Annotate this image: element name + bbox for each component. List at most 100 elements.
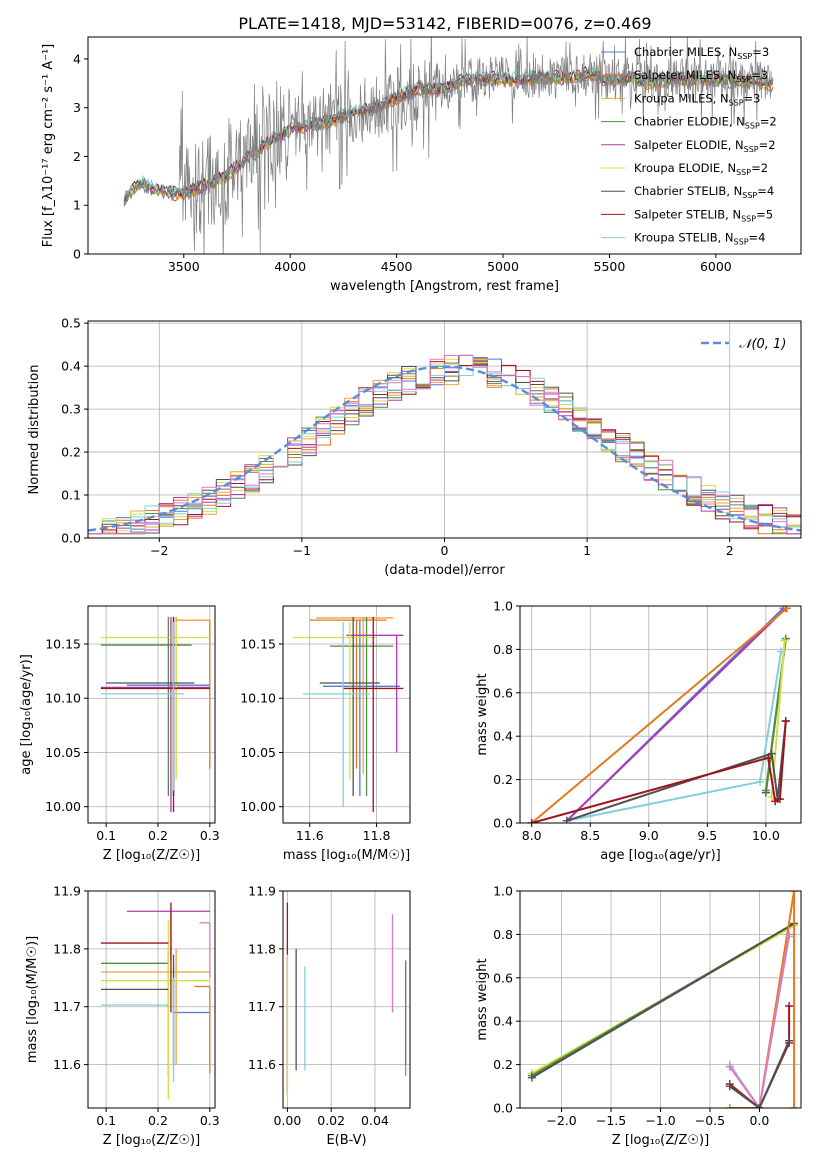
- legend-label-end: =2: [759, 138, 776, 152]
- legend-label: Kroupa MILES, NSSP=3: [634, 91, 760, 107]
- x-tick-label: −2: [150, 543, 168, 558]
- plot-area: [527, 606, 791, 823]
- data-point: [100, 622, 184, 791]
- y-tick-label: 0.4: [61, 359, 81, 374]
- legend-label-text: Kroupa ELODIE, N: [634, 161, 736, 175]
- legend-label-sub: SSP: [737, 52, 752, 61]
- y-tick-label: 11.8: [248, 941, 276, 956]
- x-tick-label: 8.0: [522, 828, 542, 843]
- y-tick-label: 11.9: [248, 884, 276, 899]
- data-point: [100, 919, 210, 1100]
- weight-line: [728, 934, 791, 1108]
- y-tick-label: 0.6: [493, 970, 513, 985]
- legend-label-end: =5: [756, 207, 773, 221]
- data-point: [293, 622, 377, 780]
- plus-marker: [785, 930, 794, 939]
- axes-frame: [519, 890, 802, 1109]
- x-tick-label: 1: [583, 543, 591, 558]
- y-axis-label: Normed distribution: [27, 365, 42, 495]
- y-tick-label: 1.0: [493, 884, 513, 899]
- y-tick-label: 10.15: [45, 636, 81, 651]
- data-point: [100, 622, 210, 780]
- y-tick-label: 2: [73, 149, 81, 164]
- y-tick-label: 0.8: [493, 927, 513, 942]
- legend-label-text: Chabrier ELODIE, N: [634, 115, 745, 129]
- x-tick-label: −1: [293, 543, 311, 558]
- x-tick-label: 0.3: [200, 1113, 220, 1128]
- legend-label-sub: SSP: [734, 238, 749, 247]
- x-tick-label: 0.0: [749, 1113, 769, 1128]
- y-axis-label: mass weight: [475, 673, 490, 755]
- y-tick-label: 0.2: [493, 772, 513, 787]
- y-tick-label: 0.4: [493, 729, 513, 744]
- y-tick-label: 0.8: [493, 642, 513, 657]
- y-tick-label: 11.6: [248, 1057, 276, 1072]
- y-tick-label: 0.0: [493, 816, 513, 831]
- y-tick-label: 0.1: [61, 488, 81, 503]
- plus-marker: [767, 749, 776, 758]
- x-axis-label: Z [log₁₀(Z/Z☉)]: [103, 1133, 200, 1148]
- x-tick-label: 0.1: [96, 1113, 116, 1128]
- legend-label: Salpeter ELODIE, NSSP=2: [634, 138, 776, 154]
- legend-label: Chabrier MILES, NSSP=3: [634, 45, 769, 61]
- y-tick-label: 11.7: [248, 999, 276, 1014]
- legend-label-end: =4: [757, 184, 774, 198]
- legend-label-end: =3: [752, 45, 769, 59]
- panel-residuals: −2 −1 0 1 2 0.0 0.1 0.2 0.3 0.4 0.5 (data-model)/er…: [27, 316, 802, 578]
- plus-marker: [782, 606, 791, 613]
- plus-marker: [527, 1073, 536, 1082]
- residual-histogram: [88, 363, 801, 535]
- x-tick-label: 9.5: [697, 828, 717, 843]
- legend-label: Salpeter MILES, NSSP=3: [634, 68, 768, 84]
- plus-marker: [790, 891, 799, 895]
- data-point: [316, 617, 394, 775]
- legend-label-sub: SSP: [742, 191, 757, 200]
- y-tick-label: 11.6: [53, 1057, 81, 1072]
- x-tick-label: 4000: [274, 259, 306, 274]
- axes-frame: [282, 890, 411, 1109]
- figure-title: PLATE=1418, MJD=53142, FIBERID=0076, z=0…: [238, 14, 651, 33]
- axes-frame: [87, 605, 216, 824]
- panel-age_vs_mass: 11.6 11.8 10.00 10.05 10.10 10.15 mass [log₁₀(…: [240, 605, 411, 863]
- y-tick-label: 10.00: [240, 799, 276, 814]
- y-axis-label: mass [log₁₀(M/M☉)]: [25, 936, 40, 1063]
- data-point: [194, 985, 211, 1074]
- plus-marker: [756, 777, 765, 786]
- y-tick-label: 0.2: [493, 1057, 513, 1072]
- axes-frame: [87, 36, 802, 255]
- plus-marker: [761, 786, 770, 795]
- plus-marker: [781, 717, 790, 726]
- y-tick-label: 10.15: [240, 636, 276, 651]
- y-tick-label: 10.10: [45, 691, 81, 706]
- x-tick-label: 0.1: [96, 828, 116, 843]
- gaussian-curve: [88, 365, 801, 532]
- plus-marker: [775, 795, 784, 804]
- panel-mass_vs_ebv: 0.00 0.02 0.04 11.6 11.7 11.8 11.9 E(B-V): [248, 884, 411, 1148]
- y-tick-label: 1.0: [493, 599, 513, 614]
- legend-label-sub: SSP: [736, 75, 751, 84]
- plot-area: [100, 902, 211, 1100]
- legend-label: 𝒩(0, 1): [739, 337, 786, 352]
- legend-label-sub: SSP: [744, 145, 759, 154]
- data-point: [100, 948, 210, 1065]
- y-tick-label: 0.0: [493, 1101, 513, 1116]
- x-tick-label: 0.00: [273, 1113, 301, 1128]
- x-axis-label: Z [log₁₀(Z/Z☉)]: [612, 1133, 709, 1148]
- y-tick-label: 0.5: [61, 316, 81, 331]
- weight-line: [531, 922, 795, 1079]
- x-tick-label: 5000: [487, 259, 519, 274]
- y-tick-label: 0.3: [61, 402, 81, 417]
- x-tick-label: 4500: [381, 259, 413, 274]
- legend-label-text: Salpeter MILES, N: [634, 68, 736, 82]
- data-point: [175, 616, 210, 775]
- weight-line: [566, 720, 787, 822]
- plot-area: [286, 902, 407, 1100]
- legend-label: Kroupa STELIB, NSSP=4: [634, 231, 765, 247]
- x-tick-label: 5500: [594, 259, 626, 274]
- y-axis-label: Flux [f_λ10⁻¹⁷ erg cm⁻² s⁻¹ A⁻¹]: [41, 44, 56, 248]
- legend-label: Kroupa ELODIE, NSSP=2: [634, 161, 768, 177]
- x-tick-label: 0.02: [317, 1113, 345, 1128]
- x-tick-label: 11.8: [363, 828, 391, 843]
- panel-age_vs_Z: 0.1 0.2 0.3 10.00 10.05 10.10 10.15 Z [log₁₀(Z/…: [19, 605, 220, 863]
